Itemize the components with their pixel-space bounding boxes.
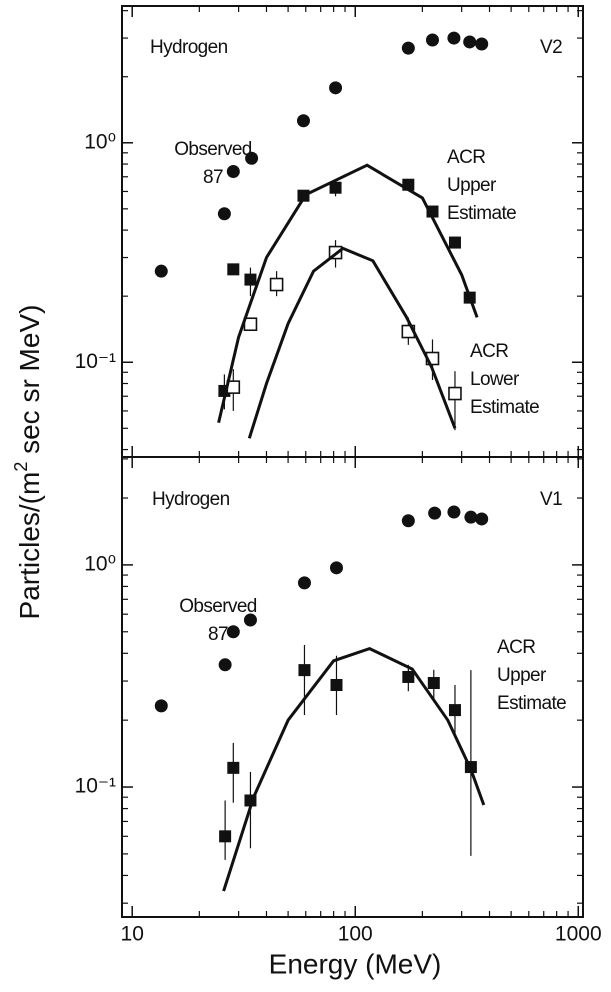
x-tick-label: 10 <box>121 923 144 946</box>
data-point <box>219 830 232 843</box>
annotation: Lower <box>470 369 520 390</box>
y-tick-label: 10⁰ <box>84 552 116 575</box>
data-point <box>329 81 343 95</box>
data-point <box>425 33 439 47</box>
annotation: 87 <box>208 624 228 645</box>
annotation: V1 <box>540 489 562 510</box>
y-tick-label: 10⁻¹ <box>75 350 116 373</box>
data-point <box>269 277 284 292</box>
fit-curve <box>247 246 457 439</box>
annotation: V2 <box>540 37 562 58</box>
data-point <box>427 677 440 690</box>
data-point <box>329 561 343 575</box>
data-point <box>226 164 240 178</box>
data-point <box>447 505 461 519</box>
data-point <box>245 151 259 165</box>
y-tick-label: 10⁻¹ <box>75 775 116 798</box>
data-point <box>297 576 311 590</box>
plot-frame <box>121 456 584 918</box>
data-point <box>428 506 442 520</box>
data-point <box>329 181 342 194</box>
y-axis-label-part: Particles/(m <box>14 472 45 620</box>
data-point <box>217 207 231 221</box>
y-tick-label: 10⁰ <box>84 130 116 153</box>
annotation: ACR <box>447 147 485 168</box>
annotation: ACR <box>470 341 508 362</box>
y-axis-label-part: sec sr MeV) <box>14 305 45 462</box>
data-point <box>218 658 232 672</box>
data-point <box>330 678 343 691</box>
y-axis-label-sup: 2 <box>11 462 31 472</box>
data-point <box>401 514 415 528</box>
annotation: Estimate <box>497 693 566 714</box>
data-point <box>447 31 461 45</box>
annotation: Hydrogen <box>150 37 228 58</box>
data-point <box>298 664 311 677</box>
x-axis-label: Energy (MeV) <box>269 948 442 979</box>
annotation: Observed <box>179 596 257 617</box>
data-point <box>227 761 240 774</box>
data-point <box>243 317 258 332</box>
data-point <box>296 114 310 128</box>
data-point <box>464 510 478 524</box>
data-point <box>402 670 415 683</box>
fit-curve <box>222 646 486 892</box>
annotation: ACR <box>497 637 535 658</box>
data-point <box>448 236 461 249</box>
data-point <box>226 625 240 639</box>
annotation: Observed <box>174 139 252 160</box>
data-point <box>154 264 168 278</box>
data-point <box>448 386 462 401</box>
data-point <box>244 273 257 286</box>
x-tick-label: 100 <box>338 923 373 946</box>
data-point <box>475 37 489 51</box>
annotation: Upper <box>497 665 547 686</box>
annotation: Estimate <box>470 397 539 418</box>
data-point <box>475 512 489 526</box>
annotation: Hydrogen <box>152 489 230 510</box>
data-point <box>243 613 257 627</box>
data-point <box>463 35 477 49</box>
data-point <box>401 41 415 55</box>
data-point <box>227 263 240 276</box>
data-point <box>244 794 257 807</box>
x-tick-label: 1000 <box>555 923 602 946</box>
data-point <box>154 699 168 713</box>
y-axis-label: Particles/(m2 sec sr MeV) <box>11 305 46 620</box>
data-point <box>448 704 461 717</box>
fit-curve <box>217 163 479 424</box>
annotation: Upper <box>447 175 497 196</box>
annotation: 87 <box>203 167 223 188</box>
annotation: Estimate <box>447 203 516 224</box>
